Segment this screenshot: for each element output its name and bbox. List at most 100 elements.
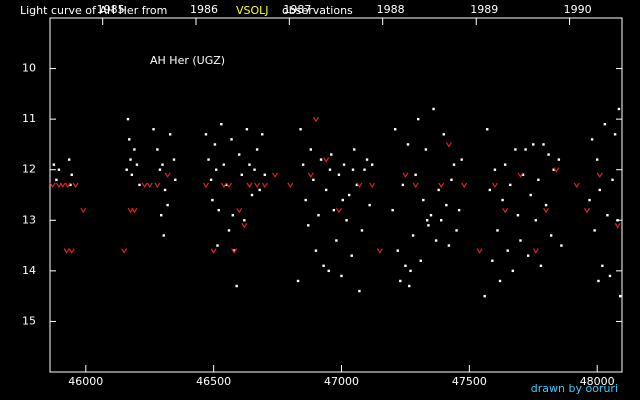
x2-tick-label: 1988 [377, 3, 405, 16]
point [207, 158, 210, 161]
point [342, 163, 346, 166]
point [245, 128, 249, 131]
x2-tick-label: 1989 [470, 3, 498, 16]
point [440, 219, 443, 222]
point [353, 148, 356, 151]
point [363, 168, 366, 171]
y-tick-label: 10 [22, 62, 36, 75]
upper-limit-mark [476, 248, 483, 254]
x-tick-label: 47500 [452, 375, 487, 388]
point [603, 123, 607, 126]
point [296, 279, 300, 283]
point [432, 107, 435, 111]
point [125, 168, 128, 171]
point [358, 289, 361, 293]
point [521, 173, 525, 176]
upper-limit-mark [445, 142, 452, 148]
point [335, 239, 338, 242]
point [317, 214, 320, 217]
point [163, 188, 167, 192]
point [152, 128, 155, 131]
point [172, 158, 176, 161]
point [258, 188, 261, 192]
point [209, 178, 213, 182]
point [299, 128, 302, 131]
upper-limit-mark [532, 248, 539, 254]
point [253, 168, 256, 171]
upper-limit-mark [307, 172, 314, 178]
upper-limit-mark [154, 182, 161, 189]
point [355, 183, 359, 187]
point [350, 254, 353, 257]
point [347, 193, 351, 197]
point [222, 163, 226, 166]
y-tick-label: 13 [22, 213, 36, 226]
point [419, 259, 422, 262]
upper-limit-mark [68, 248, 75, 254]
x-tick-label: 46000 [68, 375, 103, 388]
point [345, 219, 348, 222]
point [351, 168, 355, 171]
point [445, 203, 448, 207]
point [213, 143, 217, 146]
annotation: AH Her (UGZ) [150, 54, 225, 67]
point [327, 269, 330, 273]
y-tick-label: 11 [22, 112, 36, 125]
point [590, 138, 594, 141]
upper-limit-mark [131, 207, 138, 214]
upper-limit-mark [402, 172, 409, 178]
point [328, 168, 332, 171]
point [425, 219, 429, 222]
y-tick-label: 14 [22, 264, 36, 277]
point [526, 254, 530, 257]
point [135, 163, 139, 166]
point [483, 294, 486, 298]
point [360, 229, 364, 232]
point [133, 148, 136, 151]
point [314, 249, 318, 252]
point [319, 158, 323, 161]
upper-limit-mark [146, 182, 153, 189]
point [557, 158, 561, 161]
point [417, 117, 420, 121]
point [547, 153, 550, 156]
point [457, 208, 461, 212]
upper-limit-mark [141, 182, 148, 189]
point [231, 214, 235, 217]
point [307, 224, 310, 227]
upper-limit-mark [438, 182, 445, 189]
point [427, 224, 430, 227]
point [611, 178, 614, 182]
point [240, 173, 243, 176]
upper-limit-mark [80, 207, 87, 214]
upper-limit-mark [369, 182, 376, 189]
point [429, 214, 433, 217]
point [613, 133, 617, 136]
point [616, 219, 619, 222]
point [368, 203, 371, 207]
point [238, 153, 241, 156]
point [255, 148, 259, 151]
point [452, 163, 456, 166]
plot-frame [49, 17, 623, 373]
point [227, 229, 231, 232]
point [365, 158, 369, 161]
point [70, 173, 73, 176]
point [493, 168, 497, 171]
point [511, 269, 515, 273]
point [399, 279, 402, 283]
point [57, 168, 61, 171]
point [309, 148, 313, 151]
point [437, 188, 440, 192]
point [549, 234, 553, 237]
point [250, 193, 254, 197]
point [434, 239, 438, 242]
point [598, 188, 601, 192]
x-tick-label: 48000 [580, 375, 615, 388]
point [424, 148, 428, 151]
point [491, 259, 494, 262]
upper-limit-mark [236, 207, 243, 214]
point [263, 173, 266, 176]
